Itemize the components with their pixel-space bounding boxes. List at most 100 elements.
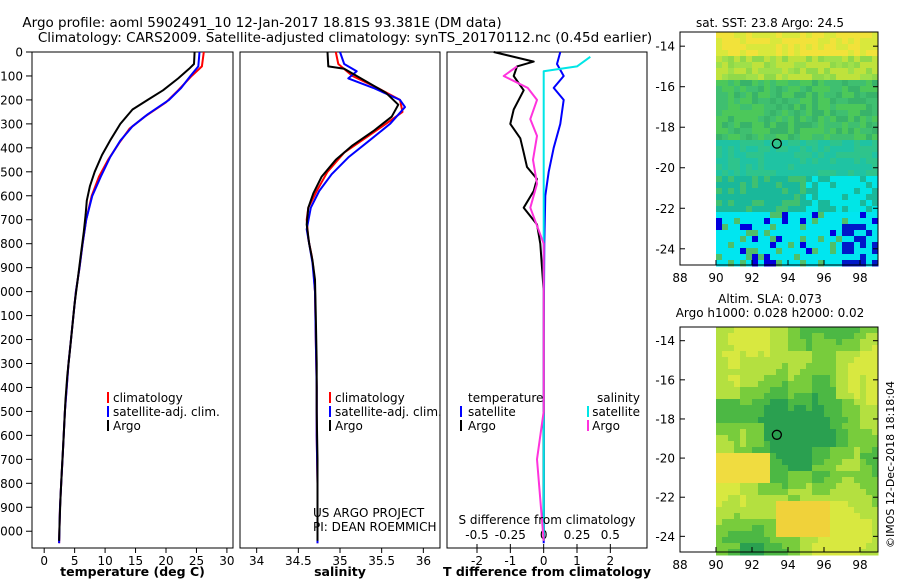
map-cell (734, 513, 741, 520)
map-cell (842, 206, 849, 213)
map-cell (758, 447, 765, 454)
map-cell (716, 519, 723, 526)
map-cell (842, 218, 849, 225)
map-cell (818, 254, 825, 261)
map-cell (728, 158, 735, 165)
map-cell (764, 525, 771, 532)
map-cell (860, 453, 867, 460)
map-cell (776, 489, 783, 496)
map-cell (722, 459, 729, 466)
map-cell (776, 351, 783, 358)
map-cell (776, 188, 783, 195)
map-cell (842, 74, 849, 81)
map-cell (776, 423, 783, 430)
map-cell (806, 441, 813, 448)
map-cell (758, 519, 765, 526)
map-cell (830, 405, 837, 412)
y-tick-label: 1400 (0, 381, 23, 395)
map-cell (716, 206, 723, 213)
map-cell (854, 152, 861, 159)
map-cell (806, 68, 813, 75)
map-cell (848, 182, 855, 189)
map-cell (812, 345, 819, 352)
map-cell (770, 381, 777, 388)
map-cell (740, 116, 747, 123)
map-cell (800, 519, 807, 526)
map-cell (788, 531, 795, 538)
map-cell (830, 80, 837, 87)
map-cell (764, 86, 771, 93)
map-cell (788, 236, 795, 243)
map-cell (854, 134, 861, 141)
map-cell (782, 381, 789, 388)
map-cell (734, 399, 741, 406)
map-cell (788, 32, 795, 39)
map-cell (746, 471, 753, 478)
map-cell (806, 411, 813, 418)
map-cell (830, 435, 837, 442)
map-cell (770, 38, 777, 45)
map-cell (764, 140, 771, 147)
map-cell (764, 453, 771, 460)
map-cell (716, 543, 723, 550)
map-cell (722, 236, 729, 243)
map-cell (776, 164, 783, 171)
map-cell (836, 98, 843, 105)
map-x-tick-label: 88 (672, 558, 687, 572)
map-cell (836, 74, 843, 81)
map-cell (848, 525, 855, 532)
map-cell (842, 489, 849, 496)
map-cell (806, 38, 813, 45)
map-cell (782, 164, 789, 171)
map-cell (728, 525, 735, 532)
map-cell (824, 459, 831, 466)
x-tick-label: 34.5 (285, 554, 312, 568)
map-cell (794, 501, 801, 508)
x-tick-label: 15 (128, 554, 143, 568)
map-cell (740, 459, 747, 466)
map-cell (764, 327, 771, 334)
legend-salinity-header: salinity (597, 391, 640, 405)
map-cell (752, 50, 759, 57)
map-cell (818, 477, 825, 484)
map-cell (872, 429, 879, 436)
map-cell (788, 230, 795, 237)
map-cell (854, 110, 861, 117)
map-cell (764, 206, 771, 213)
map-cell (782, 128, 789, 135)
map-cell (794, 327, 801, 334)
map-cell (848, 471, 855, 478)
map-cell (812, 525, 819, 532)
map-cell (806, 236, 813, 243)
map-cell (734, 44, 741, 51)
map-cell (782, 152, 789, 159)
map-cell (716, 351, 723, 358)
map-cell (740, 86, 747, 93)
map-cell (764, 393, 771, 400)
map-cell (776, 152, 783, 159)
map-cell (794, 122, 801, 129)
map-cell (746, 381, 753, 388)
map-cell (782, 465, 789, 472)
map-cell (830, 158, 837, 165)
map-cell (872, 206, 879, 213)
x-tick-label: 30 (219, 554, 234, 568)
map-cell (824, 260, 831, 267)
map-cell (842, 513, 849, 520)
map-cell (770, 501, 777, 508)
map-cell (788, 194, 795, 201)
map-cell (806, 254, 813, 261)
map-cell (734, 447, 741, 454)
map-cell (740, 224, 747, 231)
map-cell (716, 363, 723, 370)
map-cell (806, 423, 813, 430)
map-cell (728, 357, 735, 364)
map-cell (740, 236, 747, 243)
map-cell (872, 459, 879, 466)
map-cell (722, 140, 729, 147)
map-cell (872, 531, 879, 538)
map-cell (836, 62, 843, 69)
map-cell (824, 56, 831, 63)
map-cell (836, 369, 843, 376)
map-cell (722, 435, 729, 442)
